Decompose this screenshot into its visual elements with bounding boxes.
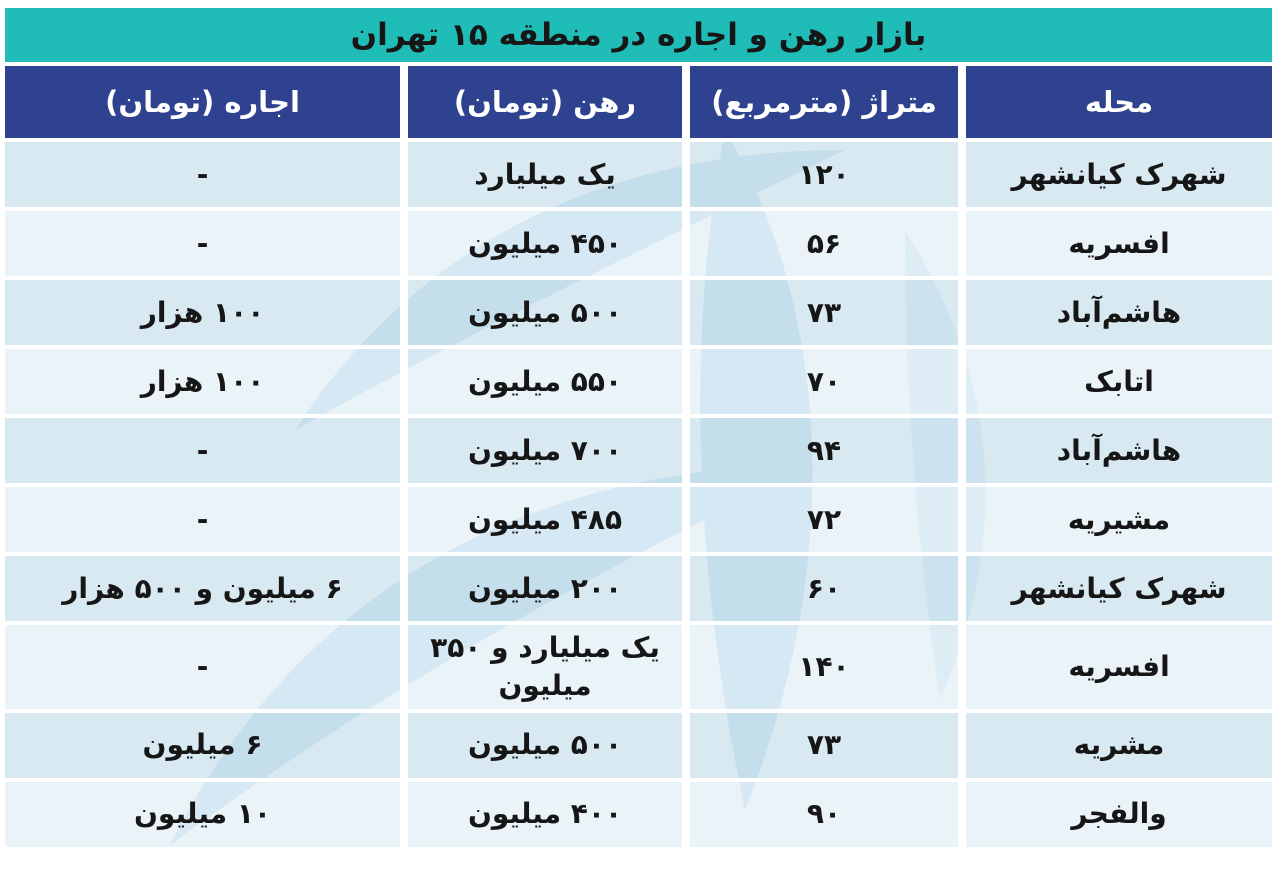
cell-neighborhood: مشریه [962,710,1276,780]
cell-rent: - [1,623,404,711]
cell-area: ۱۴۰ [686,623,962,711]
cell-neighborhood: هاشم‌آباد [962,416,1276,485]
cell-rent: ۱۰ میلیون [1,779,404,849]
cell-mortgage: ۴۵۰ میلیون [404,209,686,278]
cell-rent: - [1,140,404,209]
cell-rent: ۶ میلیون [1,710,404,780]
cell-neighborhood: اتابک [962,347,1276,416]
cell-area: ۱۲۰ [686,140,962,209]
cell-neighborhood: افسریه [962,209,1276,278]
cell-mortgage: ۲۰۰ میلیون [404,554,686,623]
cell-area: ۹۰ [686,779,962,849]
column-header-rent: اجاره (تومان) [1,64,404,140]
cell-area: ۵۶ [686,209,962,278]
rent-mortgage-table: محله متراژ (مترمربع) رهن (تومان) اجاره (… [1,64,1276,872]
cell-mortgage: ۵۰۰ میلیون [404,710,686,780]
cell-neighborhood: شهرک کیانشهر [962,554,1276,623]
cell-area: ۷۳ [686,278,962,347]
cell-area: ۹۴ [686,416,962,485]
cell-mortgage: یک میلیارد و ۳۵۰ میلیون [404,623,686,711]
cell-rent: ۶ میلیون و ۵۰۰ هزار [1,554,404,623]
cell-neighborhood: هاشم‌آباد [962,278,1276,347]
column-header-mortgage: رهن (تومان) [404,64,686,140]
cell-neighborhood: افسریه [962,623,1276,711]
cell-neighborhood: شهرک کیانشهر [962,140,1276,209]
table-wrapper: بازار رهن و اجاره در منطقه ۱۵ تهران محله… [1,8,1276,872]
cell-mortgage: ۵۵۰ میلیون [404,347,686,416]
cell-neighborhood: والفجر [962,779,1276,849]
cell-mortgage: ۴۸۵ میلیون [404,485,686,554]
cell-rent: - [1,209,404,278]
cell-area: ۷۲ [686,485,962,554]
column-header-area: متراژ (مترمربع) [686,64,962,140]
cell-area: ۷۰ [686,347,962,416]
column-header-neighborhood: محله [962,64,1276,140]
page-title: بازار رهن و اجاره در منطقه ۱۵ تهران [5,8,1272,62]
cell-area: ۶۰ [686,554,962,623]
cell-rent: ۱۰۰ هزار [1,347,404,416]
cell-rent: - [1,416,404,485]
cell-mortgage: ۴۰۰ میلیون [404,779,686,849]
cell-mortgage: ۷۰۰ میلیون [404,416,686,485]
cell-area: ۷۳ [686,710,962,780]
cell-rent: - [1,485,404,554]
cell-mortgage: ۵۰۰ میلیون [404,278,686,347]
cell-neighborhood: مشیریه [962,485,1276,554]
cell-rent: ۱۰۰ هزار [1,278,404,347]
cell-mortgage: یک میلیارد [404,140,686,209]
